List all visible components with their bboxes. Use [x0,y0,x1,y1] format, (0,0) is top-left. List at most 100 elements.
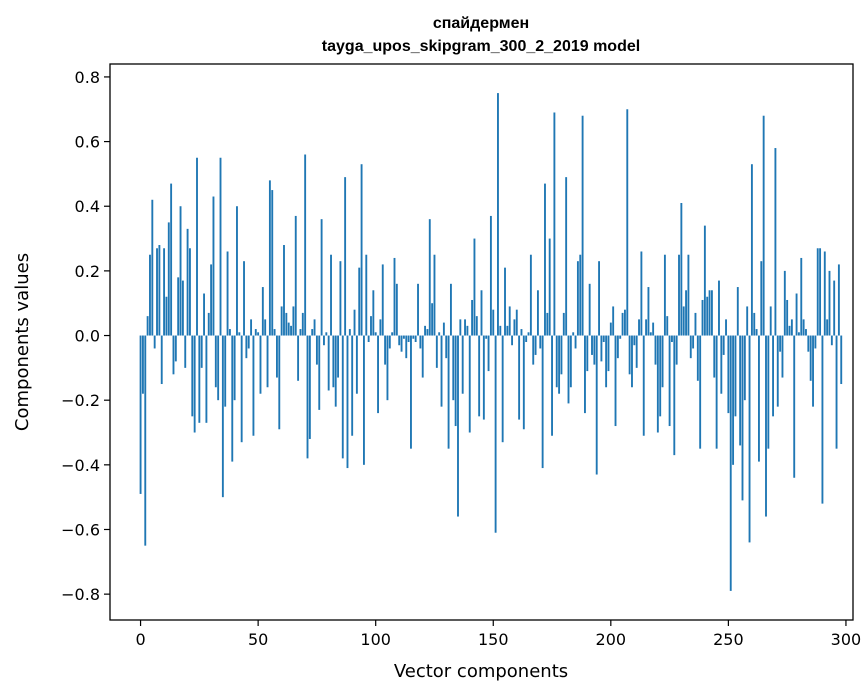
bar-133 [452,335,455,401]
bar-209 [631,335,633,388]
bar-268 [769,306,772,336]
bar-191 [588,283,591,336]
bar-294 [830,335,833,346]
bar-295 [833,280,836,336]
bar-79 [325,332,328,336]
bar-281 [800,257,803,336]
bar-265 [762,115,765,336]
bar-57 [273,329,276,336]
bar-71 [306,335,309,459]
bar-92 [355,335,358,394]
bar-206 [623,309,626,336]
y-tick-label: 0.8 [75,68,100,87]
bar-68 [299,329,302,336]
bar-254 [736,287,739,336]
bar-143 [475,316,478,336]
y-tick-label: 0.4 [75,197,100,216]
bar-192 [591,335,593,355]
bar-245 [715,335,718,449]
bar-189 [584,335,586,414]
bar-153 [499,325,502,336]
bar-47 [250,319,253,336]
bar-75 [315,335,318,365]
y-tick-label: −0.8 [61,585,100,604]
bar-14 [172,335,175,375]
bar-32 [214,335,217,388]
bar-70 [304,154,307,336]
bar-144 [478,335,481,417]
bar-152 [497,93,499,336]
bar-69 [301,312,304,336]
bar-118 [417,283,419,336]
bar-258 [746,306,749,336]
bar-242 [708,290,711,336]
bar-121 [424,325,427,336]
bar-163 [522,335,525,430]
bar-72 [308,335,311,439]
bar-148 [487,335,490,372]
bar-229 [678,254,680,336]
bar-134 [454,335,457,427]
bar-89 [348,329,351,336]
bar-20 [186,228,189,336]
bar-53 [264,319,267,336]
bar-208 [628,335,631,375]
bar-239 [701,299,704,336]
bar-63 [287,322,290,336]
bar-233 [687,254,690,336]
bar-221 [659,335,662,417]
bar-17 [179,206,182,336]
bar-141 [471,299,474,336]
bar-129 [442,322,445,336]
bar-252 [732,335,735,465]
bar-87 [344,177,347,336]
bar-106 [388,335,391,349]
bar-282 [802,319,805,336]
bar-231 [682,306,685,336]
x-tick-label: 200 [596,630,627,649]
bar-136 [459,319,462,336]
bar-29 [207,312,210,336]
bar-187 [579,254,582,336]
bar-38 [228,329,231,336]
bar-85 [339,261,342,336]
y-tick-label: 0.6 [75,133,100,152]
bar-95 [363,335,365,465]
bar-226 [671,335,673,342]
bar-243 [710,290,713,336]
bar-174 [548,238,551,336]
bar-285 [809,335,812,381]
bar-277 [790,319,793,336]
bar-124 [431,303,434,336]
bar-98 [370,316,372,336]
y-tick-label: −0.6 [61,520,100,539]
bar-205 [621,312,624,336]
bar-147 [485,335,488,339]
bar-269 [772,335,774,417]
bar-160 [515,309,518,336]
bar-297 [837,264,840,336]
bar-80 [327,335,330,391]
bar-114 [407,335,410,342]
bar-169 [536,290,539,336]
bar-58 [276,335,278,378]
bar-21 [189,248,191,336]
bar-130 [445,335,448,359]
bar-255 [739,335,742,446]
bar-52 [261,287,264,336]
y-axis-ticks: −0.8 −0.6 −0.4 −0.2 0.0 0.2 0.4 0.6 0.8 [61,68,110,604]
bar-225 [668,335,671,427]
bar-7 [156,248,158,336]
bar-113 [405,335,408,359]
bar-183 [569,335,572,388]
bar-122 [426,329,429,336]
x-tick-label: 50 [248,630,268,649]
bar-19 [184,335,187,368]
bar-23 [193,335,196,433]
bar-96 [365,254,368,336]
bar-170 [539,335,542,349]
bar-157 [508,306,511,336]
bar-168 [534,335,537,355]
bar-244 [713,335,716,378]
bar-193 [593,335,596,365]
